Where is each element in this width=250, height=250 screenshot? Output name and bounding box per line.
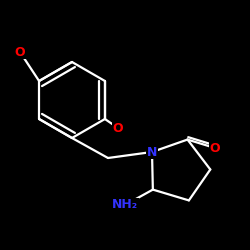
Text: O: O [15, 46, 25, 59]
Text: O: O [210, 142, 220, 154]
Text: O: O [113, 122, 123, 134]
Text: N: N [147, 146, 157, 158]
Text: NH₂: NH₂ [112, 198, 138, 211]
